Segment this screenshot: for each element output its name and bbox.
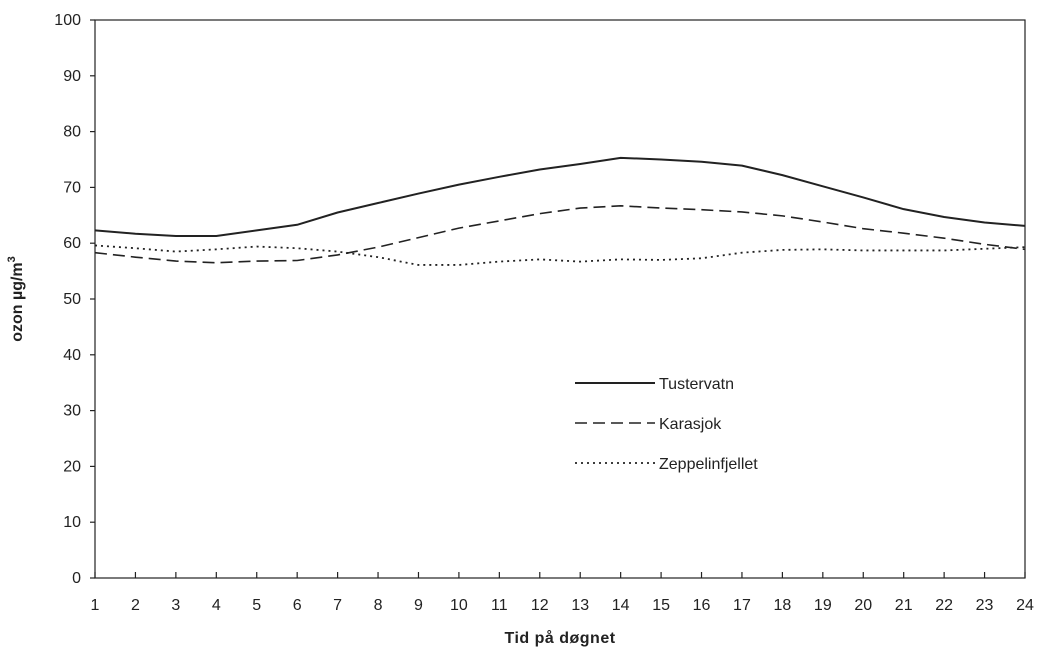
x-tick-label: 23 xyxy=(976,597,994,614)
x-tick-label: 17 xyxy=(733,597,751,614)
y-tick-label: 30 xyxy=(63,403,81,420)
legend-label-zeppelinfjellet: Zeppelinfjellet xyxy=(659,456,758,473)
y-tick-label: 60 xyxy=(63,235,81,252)
y-tick-label: 90 xyxy=(63,68,81,85)
y-tick-label: 40 xyxy=(63,347,81,364)
legend: Tustervatn Karasjok Zeppelinfjellet xyxy=(575,376,758,473)
y-axis-title-text: ozon µg/m xyxy=(9,262,26,341)
y-tick-label: 20 xyxy=(63,458,81,475)
x-axis: 1 2 3 4 5 6 7 8 9 10 11 12 13 14 15 16 17 18 19 20 21 22 23 24 xyxy=(91,572,1034,614)
x-tick-label: 8 xyxy=(374,597,383,614)
y-tick-label: 100 xyxy=(54,12,81,29)
series-line-karasjok xyxy=(94,205,1026,264)
y-axis-title: ozon µg/m3 xyxy=(6,256,26,342)
legend-label-tustervatn: Tustervatn xyxy=(659,376,734,393)
x-tick-label: 4 xyxy=(212,597,221,614)
x-tick-label: 11 xyxy=(491,597,508,614)
y-tick-label: 50 xyxy=(63,291,81,308)
plot-area xyxy=(94,19,1026,579)
x-tick-label: 24 xyxy=(1016,597,1034,614)
series-lines xyxy=(94,156,1026,266)
y-axis-title-superscript: 3 xyxy=(6,256,18,262)
y-tick-label: 10 xyxy=(63,514,81,531)
x-tick-label: 16 xyxy=(693,597,711,614)
y-axis: 0 10 20 30 40 50 60 70 80 90 100 xyxy=(54,12,95,587)
x-tick-label: 9 xyxy=(414,597,423,614)
x-tick-label: 22 xyxy=(935,597,953,614)
series-line-tustervatn xyxy=(94,156,1026,237)
x-tick-label: 19 xyxy=(814,597,832,614)
x-tick-label: 13 xyxy=(571,597,589,614)
legend-label-karasjok: Karasjok xyxy=(659,416,722,433)
x-tick-label: 15 xyxy=(652,597,670,614)
y-tick-label: 80 xyxy=(63,124,81,141)
x-tick-label: 1 xyxy=(91,597,100,614)
x-tick-label: 21 xyxy=(895,597,913,614)
x-tick-label: 5 xyxy=(252,597,261,614)
x-tick-label: 14 xyxy=(612,597,630,614)
x-tick-label: 3 xyxy=(171,597,180,614)
y-tick-label: 0 xyxy=(72,570,81,587)
x-tick-label: 7 xyxy=(333,597,342,614)
x-tick-label: 6 xyxy=(293,597,302,614)
x-tick-label: 12 xyxy=(531,597,549,614)
x-tick-label: 10 xyxy=(450,597,468,614)
y-tick-label: 70 xyxy=(63,179,81,196)
x-tick-label: 20 xyxy=(854,597,872,614)
x-tick-label: 2 xyxy=(131,597,140,614)
x-axis-title: Tid på døgnet xyxy=(504,629,615,647)
x-tick-label: 18 xyxy=(773,597,791,614)
